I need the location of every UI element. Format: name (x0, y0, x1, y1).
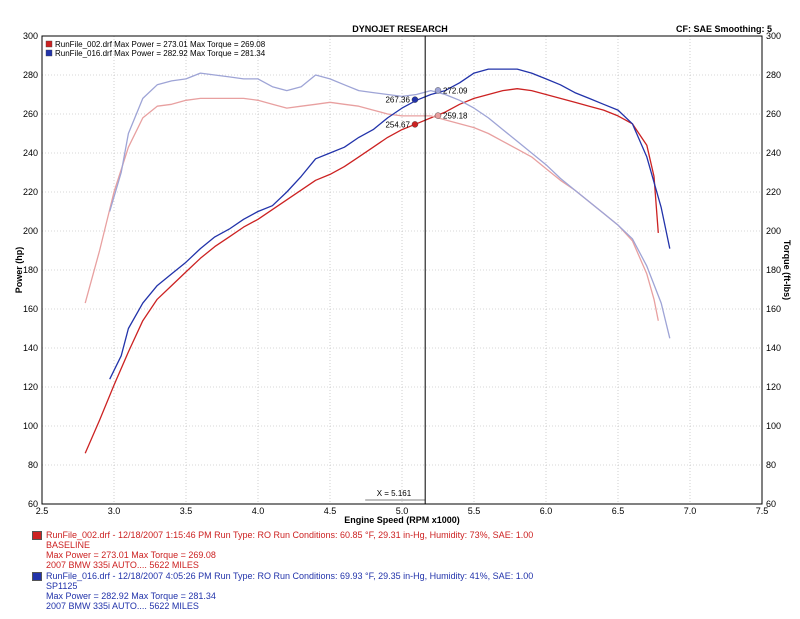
y-tick-label-right: 260 (766, 109, 781, 119)
grid (41, 35, 763, 505)
legend-entry: RunFile_016.drf Max Power = 282.92 Max T… (55, 49, 266, 58)
y-tick-label-left: 280 (23, 70, 38, 80)
y-axis-title-right: Torque (ft-lbs) (782, 240, 792, 300)
run-details: RunFile_016.drf - 12/18/2007 4:05:26 PM … (46, 571, 534, 581)
y-tick-label-left: 300 (23, 31, 38, 41)
run-color-swatch (32, 571, 42, 581)
y-tick-label-right: 80 (766, 460, 776, 470)
run-color-swatch (32, 530, 42, 540)
value-marker (411, 96, 419, 103)
series-line-torque-run2 (109, 72, 671, 339)
marker-value-label: 254.67 (385, 120, 410, 129)
y-axis-title-left: Power (hp) (14, 247, 24, 294)
run-vehicle: 2007 BMW 335i AUTO.... 5622 MILES (46, 601, 199, 611)
y-tick-label-left: 160 (23, 304, 38, 314)
plot-frame (41, 35, 763, 505)
cursor-label: X = 5.161 (377, 489, 412, 498)
y-tick-label-left: 260 (23, 109, 38, 119)
run-info-baseline: RunFile_002.drf - 12/18/2007 1:15:46 PM … (32, 530, 533, 570)
y-tick-label-left: 120 (23, 382, 38, 392)
legend-swatch (45, 49, 53, 57)
marker-value-label: 259.18 (443, 112, 468, 121)
run-label: SP1125 (46, 581, 78, 591)
run-info-sp1125: RunFile_016.drf - 12/18/2007 4:05:26 PM … (32, 571, 533, 611)
x-tick-label: 3.5 (180, 506, 193, 516)
dyno-chart: DYNOJET RESEARCH CF: SAE Smoothing: 5 2.… (14, 24, 792, 525)
y-tick-label-left: 200 (23, 226, 38, 236)
y-tick-label-right: 240 (766, 148, 781, 158)
marker-value-label: 267.36 (385, 96, 410, 105)
legend-entry: RunFile_002.drf Max Power = 273.01 Max T… (55, 40, 266, 49)
y-tick-label-right: 220 (766, 187, 781, 197)
run-vehicle: 2007 BMW 335i AUTO.... 5622 MILES (46, 560, 199, 570)
x-tick-label: 6.0 (540, 506, 553, 516)
series-group (84, 68, 671, 454)
legend: RunFile_002.drf Max Power = 273.01 Max T… (45, 40, 266, 58)
markers-group: 254.67 259.18 267.36 272.09 (385, 86, 468, 129)
x-tick-label: 5.0 (396, 506, 409, 516)
value-marker (434, 112, 442, 119)
y-tick-label-left: 100 (23, 421, 38, 431)
x-tick-label: 4.0 (252, 506, 265, 516)
series-line-power-run1 (84, 88, 659, 454)
cf-smoothing-info: CF: SAE Smoothing: 5 (676, 24, 772, 34)
x-axis-ticks: 2.5 3.0 3.5 4.0 4.5 5.0 5.5 6.0 6.5 7.0 7.5 (36, 506, 769, 516)
y-tick-label-left: 80 (28, 460, 38, 470)
y-tick-label-left: 60 (28, 499, 38, 509)
marker-value-label: 272.09 (443, 86, 468, 95)
y-tick-label-right: 60 (766, 499, 776, 509)
chart-title: DYNOJET RESEARCH (352, 24, 448, 34)
run-details: RunFile_002.drf - 12/18/2007 1:15:46 PM … (46, 530, 534, 540)
x-tick-label: 7.5 (756, 506, 769, 516)
y-tick-label-right: 140 (766, 343, 781, 353)
x-tick-label: 3.0 (108, 506, 121, 516)
y-tick-label-left: 220 (23, 187, 38, 197)
y-tick-label-left: 140 (23, 343, 38, 353)
y-tick-label-right: 120 (766, 382, 781, 392)
y-tick-label-right: 280 (766, 70, 781, 80)
value-marker (434, 87, 442, 94)
series-line-torque-run1 (84, 97, 659, 321)
y-tick-label-right: 300 (766, 31, 781, 41)
y-tick-label-right: 180 (766, 265, 781, 275)
value-marker (411, 121, 419, 128)
run-max-values: Max Power = 273.01 Max Torque = 269.08 (46, 550, 216, 560)
x-tick-label: 6.5 (612, 506, 625, 516)
cursor-group: X = 5.161 (365, 36, 426, 504)
x-axis-title: Engine Speed (RPM x1000) (344, 515, 460, 525)
legend-swatch (45, 40, 53, 48)
y-tick-label-right: 200 (766, 226, 781, 236)
run-max-values: Max Power = 282.92 Max Torque = 281.34 (46, 591, 216, 601)
y-tick-label-left: 180 (23, 265, 38, 275)
x-tick-label: 7.0 (684, 506, 697, 516)
y-tick-label-right: 160 (766, 304, 781, 314)
y-axis-ticks: 60 60 80 80 100 100 120 120 140 140 160 160 180 180 20… (23, 31, 781, 509)
y-tick-label-right: 100 (766, 421, 781, 431)
run-label: BASELINE (46, 540, 91, 550)
x-tick-label: 5.5 (468, 506, 481, 516)
series-line-power-run2 (109, 68, 671, 380)
x-tick-label: 4.5 (324, 506, 337, 516)
x-tick-label: 2.5 (36, 506, 49, 516)
y-tick-label-left: 240 (23, 148, 38, 158)
